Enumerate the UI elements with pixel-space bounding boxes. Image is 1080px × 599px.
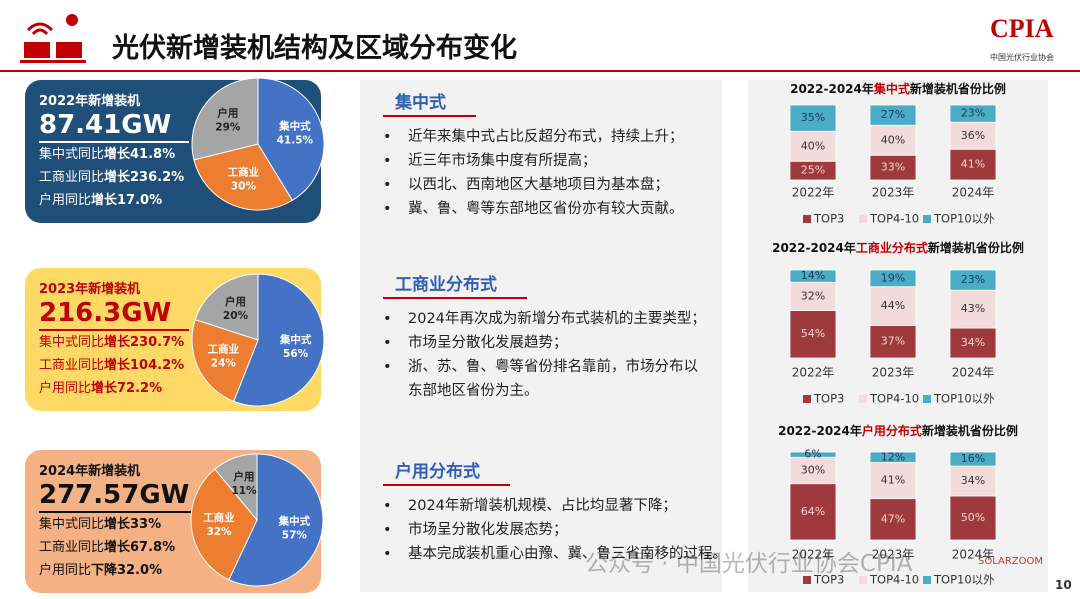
signal [26, 22, 54, 36]
title-rule [0, 70, 1080, 72]
bullet: 市场呈分散化发展趋势； [383, 331, 713, 355]
summary-total: 216.3GW [39, 297, 190, 331]
section-heading: 工商业分布式 [383, 270, 527, 299]
summary-prefix: 户用同比 [39, 563, 92, 578]
summary-emphasis: 增长33% [104, 517, 162, 532]
bullet: 浙、苏、鲁、粤等省份排名靠前，市场分布以东部地区省份为主。 [383, 355, 700, 403]
bullet: 市场呈分散化发展态势； [383, 518, 713, 542]
summary-total: 277.57GW [39, 479, 208, 513]
watermark: 公众号 · 中国光伏行业协会CPIA [585, 551, 913, 577]
bullet: 冀、鲁、粤等东部地区省份亦有较大贡献。 [383, 197, 713, 221]
summary-label: 2024年新增装机 [39, 464, 141, 479]
summary-prefix: 集中式同比 [39, 147, 105, 162]
bullet: 2024年新增装机规模、占比均显著下降； [383, 494, 713, 518]
summary-line: 工商业同比增长236.2% [39, 166, 321, 189]
summary-emphasis: 增长17.0% [91, 193, 163, 208]
text-section: 户用分布式 2024年新增装机规模、占比均显著下降；市场呈分散化发展态势；基本完成… [383, 457, 727, 566]
source: SOLARZOOM [978, 556, 1044, 567]
summary-emphasis: 下降32.0% [91, 563, 163, 578]
bullet: 基本完成装机重心由豫、冀、鲁三省南移的过程。 [383, 542, 727, 566]
bullet: 2024年再次成为新增分布式装机的主要类型； [383, 307, 713, 331]
bullet: 近年来集中式占比反超分布式，持续上升； [383, 125, 713, 149]
bullet-list: 近年来集中式占比反超分布式，持续上升；近三年市场集中度有所提高；以西北、西南地区… [383, 125, 713, 221]
bullet: 近三年市场集中度有所提高； [383, 149, 713, 173]
page-number: 10 [1055, 578, 1072, 592]
section-heading: 集中式 [383, 88, 476, 117]
logo-sub: 中国光伏行业协会 [990, 53, 1054, 62]
text-section: 工商业分布式 2024年再次成为新增分布式装机的主要类型；市场呈分散化发展趋势；浙… [383, 270, 713, 403]
summary-line: 集中式同比增长230.7% [39, 331, 321, 354]
base [20, 60, 86, 63]
summary-label: 2023年新增装机 [39, 282, 141, 297]
summary-prefix: 集中式同比 [39, 335, 105, 350]
summary-prefix: 集中式同比 [39, 517, 105, 532]
summary-label: 2022年新增装机 [39, 94, 141, 109]
summary-box: 2023年新增装机 216.3GW 集中式同比增长230.7% 工商业同比增长104.… [25, 268, 321, 411]
summary-line: 集中式同比增长41.8% [39, 143, 321, 166]
chart-panel [748, 80, 1048, 592]
summary-box: 2022年新增装机 87.41GW 集中式同比增长41.8% 工商业同比增长236.2… [25, 80, 321, 223]
summary-line: 集中式同比增长33% [39, 513, 321, 536]
summary-emphasis: 增长230.7% [104, 335, 185, 350]
summary-prefix: 户用同比 [39, 193, 92, 208]
summary-total: 87.41GW [39, 109, 190, 143]
page-title: 光伏新增装机结构及区域分布变化 [112, 33, 517, 64]
summary-line: 工商业同比增长67.8% [39, 536, 321, 559]
summary-line: 工商业同比增长104.2% [39, 354, 321, 377]
summary-emphasis: 增长41.8% [104, 147, 176, 162]
summary-emphasis: 增长104.2% [104, 358, 185, 373]
summary-emphasis: 增长236.2% [104, 170, 185, 185]
text-section: 集中式近年来集中式占比反超分布式，持续上升；近三年市场集中度有所提高；以西北、西… [383, 88, 713, 221]
panel [56, 42, 82, 58]
summary-prefix: 工商业同比 [39, 358, 105, 373]
summary-prefix: 工商业同比 [39, 170, 105, 185]
summary-line: 户用同比增长72.2% [39, 377, 321, 400]
bullet-list: 2024年再次成为新增分布式装机的主要类型；市场呈分散化发展趋势；浙、苏、鲁、粤… [383, 307, 713, 403]
summary-line: 户用同比增长17.0% [39, 189, 321, 212]
logo-text: CPIA [990, 14, 1054, 43]
logo-icon [20, 14, 86, 63]
summary-emphasis: 增长67.8% [104, 540, 176, 555]
summary-prefix: 户用同比 [39, 381, 92, 396]
section-heading: 户用分布式 [383, 457, 510, 486]
summary-line: 户用同比下降32.0% [39, 559, 321, 582]
sun [66, 14, 78, 26]
summary-emphasis: 增长72.2% [91, 381, 163, 396]
bullet: 以西北、西南地区大基地项目为基本盘； [383, 173, 713, 197]
summary-box: 2024年新增装机 277.57GW 集中式同比增长33% 工商业同比增长67.8% 户… [25, 450, 321, 593]
bullet-list: 2024年新增装机规模、占比均显著下降；市场呈分散化发展态势；基本完成装机重心由… [383, 494, 727, 566]
panel [24, 42, 50, 58]
summary-prefix: 工商业同比 [39, 540, 105, 555]
